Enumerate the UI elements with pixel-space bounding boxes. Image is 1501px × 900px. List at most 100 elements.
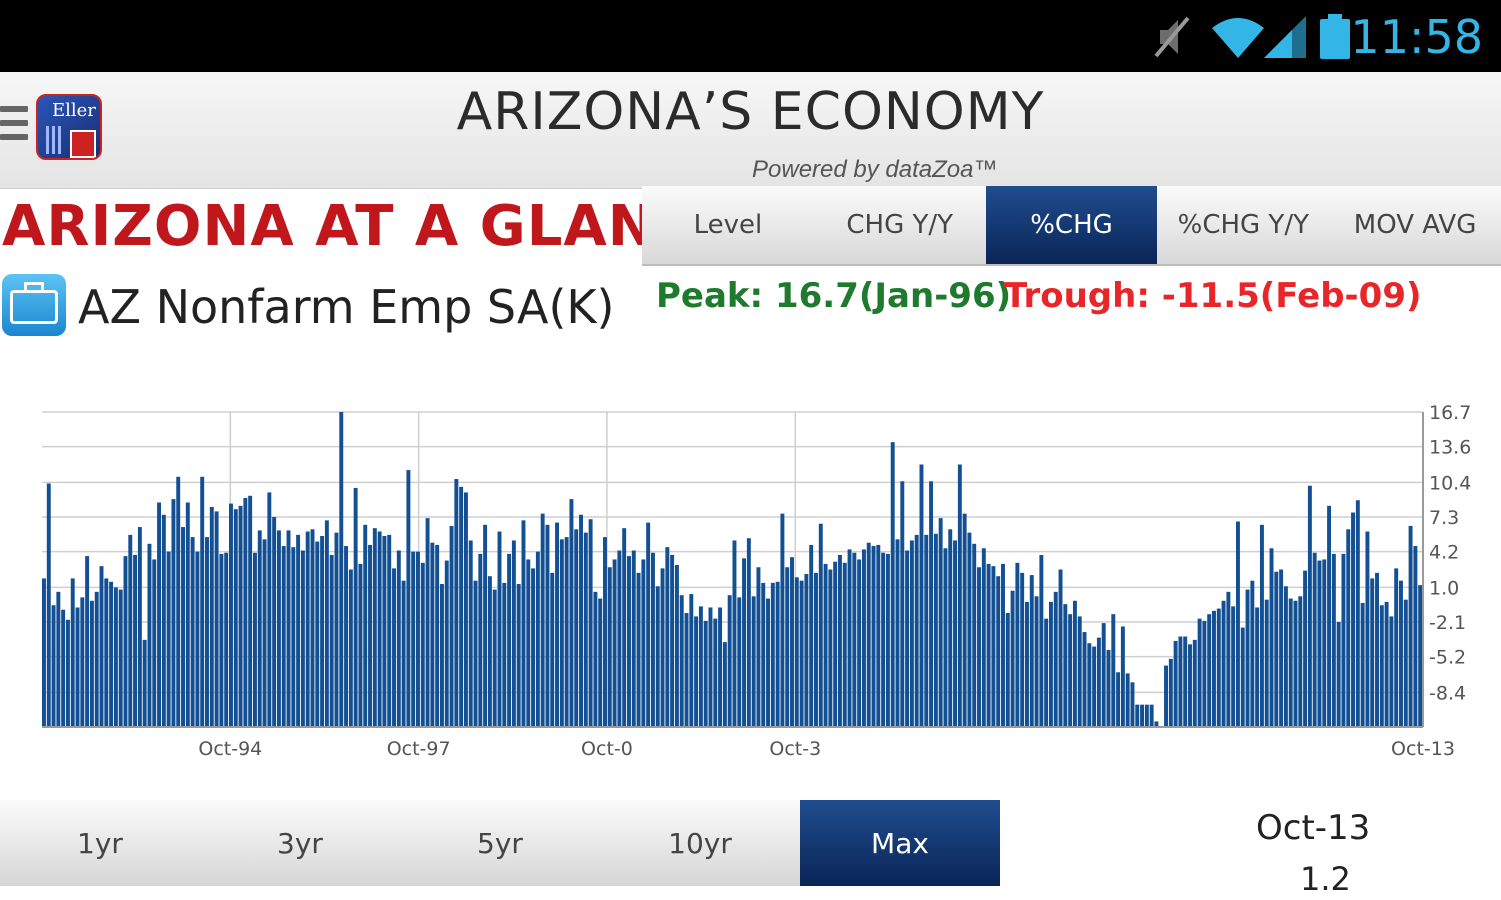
bar xyxy=(684,613,689,727)
range-max[interactable]: Max xyxy=(800,800,1000,886)
bar xyxy=(406,470,411,727)
bar xyxy=(363,524,368,727)
bar xyxy=(411,551,416,727)
bar xyxy=(770,582,775,727)
bar xyxy=(147,543,152,727)
bar xyxy=(977,567,981,727)
bar xyxy=(564,537,569,727)
briefcase-icon[interactable] xyxy=(2,274,66,336)
bar xyxy=(775,581,780,727)
bar xyxy=(1063,604,1068,727)
bar xyxy=(909,540,914,727)
bar xyxy=(1389,616,1394,727)
bar xyxy=(1029,575,1034,727)
peak-value: Peak: 16.7(Jan-96) xyxy=(656,276,1012,316)
bar xyxy=(799,580,804,727)
bar xyxy=(1168,658,1173,727)
bar xyxy=(1303,570,1308,727)
bar xyxy=(698,606,703,727)
bar xyxy=(161,514,166,727)
bar xyxy=(631,550,636,727)
tab-chg-yy[interactable]: CHG Y/Y xyxy=(846,210,954,240)
tab-pct-chg[interactable]: %CHG xyxy=(985,186,1158,264)
range-tabs: 1yr 3yr 5yr 10yr Max xyxy=(0,800,1000,886)
bar xyxy=(339,412,344,727)
bar xyxy=(137,527,142,727)
status-bar: 11:58 xyxy=(0,0,1501,72)
bar xyxy=(200,476,205,727)
bar xyxy=(555,522,560,727)
tab-pct-chg-yy[interactable]: %CHG Y/Y xyxy=(1177,210,1309,240)
bar xyxy=(962,513,967,727)
bar xyxy=(229,503,233,727)
bar xyxy=(790,557,794,727)
bar-chart[interactable]: 16.7 13.6 10.4 7.3 4.2 1.0 -2.1 -5.2 -8.4 Oct-94… xyxy=(0,395,1501,775)
bar xyxy=(948,529,953,727)
bar xyxy=(492,589,497,727)
bar xyxy=(377,531,382,727)
bar xyxy=(823,563,828,727)
range-1yr[interactable]: 1yr xyxy=(77,826,123,860)
bar xyxy=(1048,601,1053,727)
bar xyxy=(497,531,502,727)
x-tick-label: Oct-97 xyxy=(387,738,451,760)
bar xyxy=(171,499,176,727)
bar xyxy=(1092,646,1097,727)
bar xyxy=(1298,596,1303,727)
range-10yr[interactable]: 10yr xyxy=(668,826,732,860)
bar xyxy=(1101,623,1106,727)
bar xyxy=(502,582,507,727)
bar xyxy=(981,548,986,727)
bar xyxy=(780,513,785,727)
bar xyxy=(885,553,890,727)
range-3yr[interactable]: 3yr xyxy=(277,826,323,860)
bar xyxy=(1255,607,1260,727)
bar xyxy=(209,506,214,727)
series-name[interactable]: AZ Nonfarm Emp SA(K) xyxy=(78,280,615,334)
bar xyxy=(986,563,991,727)
bar xyxy=(535,551,540,727)
signal-icon xyxy=(1264,16,1306,58)
tab-mov-avg[interactable]: MOV AVG xyxy=(1353,210,1477,240)
app-logo[interactable]: Eller xyxy=(36,94,102,160)
bar xyxy=(1250,580,1255,727)
bar xyxy=(1077,616,1082,727)
bar xyxy=(1183,636,1188,727)
bar xyxy=(742,558,747,727)
bar xyxy=(128,534,133,727)
bar xyxy=(56,591,61,727)
range-5yr[interactable]: 5yr xyxy=(477,826,523,860)
x-tick-label: Oct-94 xyxy=(198,738,262,760)
bar xyxy=(641,559,646,727)
bar xyxy=(348,569,353,727)
bar xyxy=(511,540,516,727)
bar xyxy=(1399,580,1403,727)
bar xyxy=(1106,649,1111,727)
tab-level[interactable]: Level xyxy=(693,210,763,240)
bar xyxy=(579,514,583,727)
x-tick-label: Oct-0 xyxy=(581,738,633,760)
bar xyxy=(1240,627,1245,727)
bar xyxy=(392,568,396,727)
menu-icon[interactable] xyxy=(0,106,28,148)
bar xyxy=(890,442,895,727)
app-bar xyxy=(0,72,1501,189)
bar xyxy=(876,544,881,727)
bar xyxy=(267,492,272,727)
bar xyxy=(1351,512,1355,727)
bar xyxy=(679,595,684,727)
bar xyxy=(694,616,699,727)
bar xyxy=(214,511,219,727)
bar xyxy=(1322,559,1327,727)
bar xyxy=(1331,553,1336,727)
bar xyxy=(396,550,401,727)
bar xyxy=(531,568,536,727)
bar xyxy=(1394,568,1399,727)
bar xyxy=(1154,721,1159,727)
bar xyxy=(1044,618,1049,727)
bar xyxy=(166,551,171,727)
bar xyxy=(238,505,243,727)
bar xyxy=(655,586,660,727)
bar xyxy=(1293,600,1298,727)
y-tick-label: 10.4 xyxy=(1429,472,1471,494)
